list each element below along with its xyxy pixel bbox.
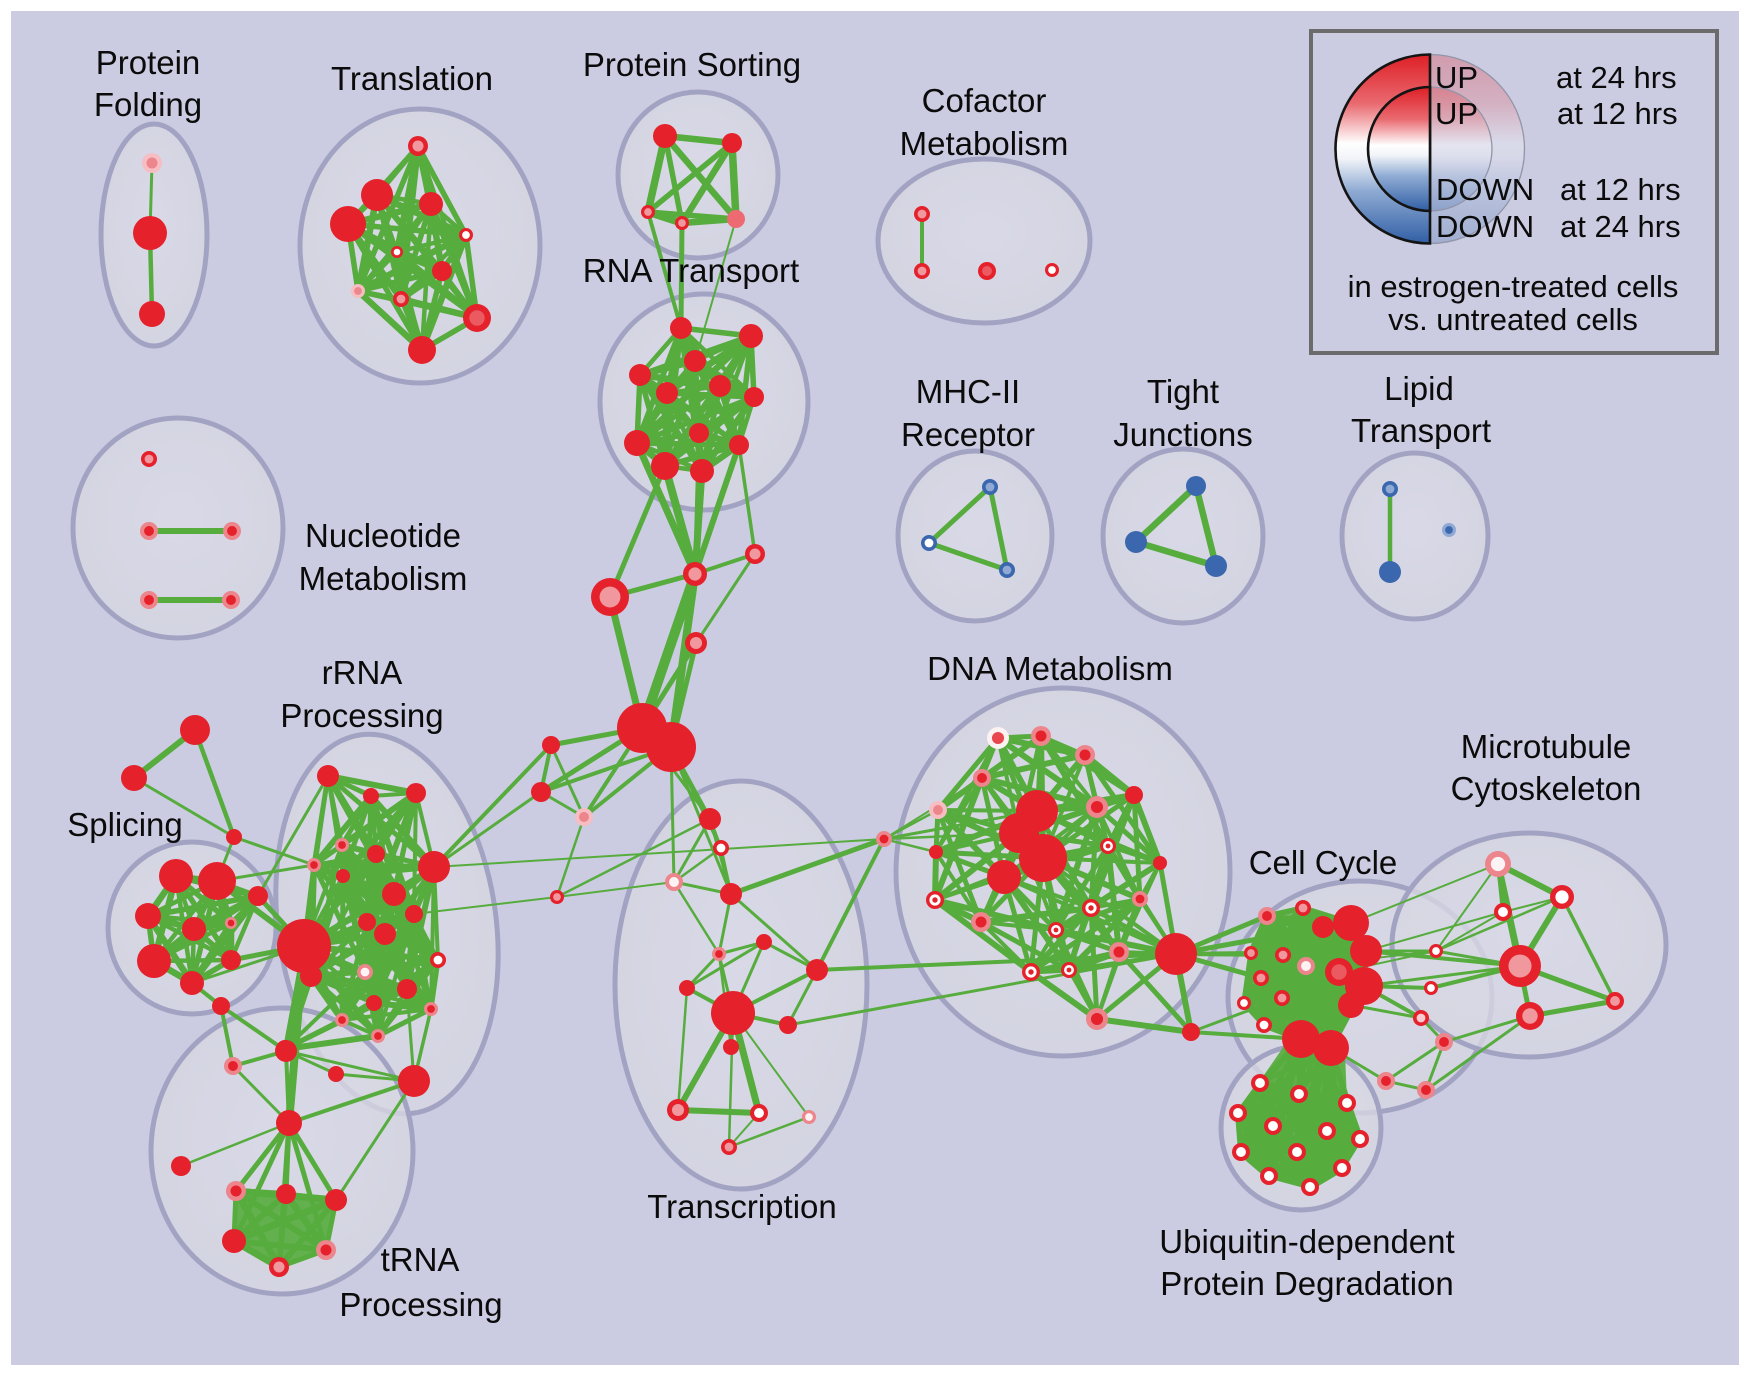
svg-text:UP: UP [1435,60,1478,95]
svg-text:at 24 hrs: at 24 hrs [1560,209,1681,244]
svg-text:Protein: Protein [96,44,201,81]
svg-text:DNA Metabolism: DNA Metabolism [927,650,1173,687]
svg-text:Metabolism: Metabolism [900,125,1069,162]
svg-text:at 24 hrs: at 24 hrs [1556,60,1677,95]
svg-text:Lipid: Lipid [1384,370,1454,407]
svg-text:Cofactor: Cofactor [922,82,1047,119]
svg-text:Cell Cycle: Cell Cycle [1249,844,1398,881]
svg-text:Folding: Folding [94,86,202,123]
svg-text:Ubiquitin-dependent: Ubiquitin-dependent [1159,1223,1454,1260]
svg-text:Nucleotide: Nucleotide [305,517,461,554]
svg-text:DOWN: DOWN [1436,209,1534,244]
svg-text:Junctions: Junctions [1113,416,1252,453]
svg-text:tRNA: tRNA [381,1241,460,1278]
svg-text:in estrogen-treated cells: in estrogen-treated cells [1348,269,1679,304]
svg-text:Protein Sorting: Protein Sorting [583,46,801,83]
svg-text:Receptor: Receptor [901,416,1035,453]
svg-text:Translation: Translation [331,60,493,97]
svg-text:rRNA: rRNA [322,654,403,691]
svg-text:RNA Transport: RNA Transport [583,252,799,289]
svg-text:Tight: Tight [1147,373,1219,410]
svg-text:Cytoskeleton: Cytoskeleton [1451,770,1642,807]
svg-text:UP: UP [1435,96,1478,131]
svg-text:Metabolism: Metabolism [299,560,468,597]
svg-text:DOWN: DOWN [1436,172,1534,207]
svg-text:Transport: Transport [1351,412,1491,449]
svg-text:Transcription: Transcription [647,1188,837,1225]
svg-text:Processing: Processing [280,697,443,734]
svg-text:Protein Degradation: Protein Degradation [1160,1265,1454,1302]
svg-text:Splicing: Splicing [67,806,183,843]
svg-text:Microtubule: Microtubule [1461,728,1632,765]
svg-text:vs. untreated cells: vs. untreated cells [1388,302,1638,337]
svg-text:Processing: Processing [339,1286,502,1323]
svg-text:at 12 hrs: at 12 hrs [1560,172,1681,207]
svg-text:MHC-II: MHC-II [916,373,1020,410]
svg-text:at 12 hrs: at 12 hrs [1557,96,1678,131]
